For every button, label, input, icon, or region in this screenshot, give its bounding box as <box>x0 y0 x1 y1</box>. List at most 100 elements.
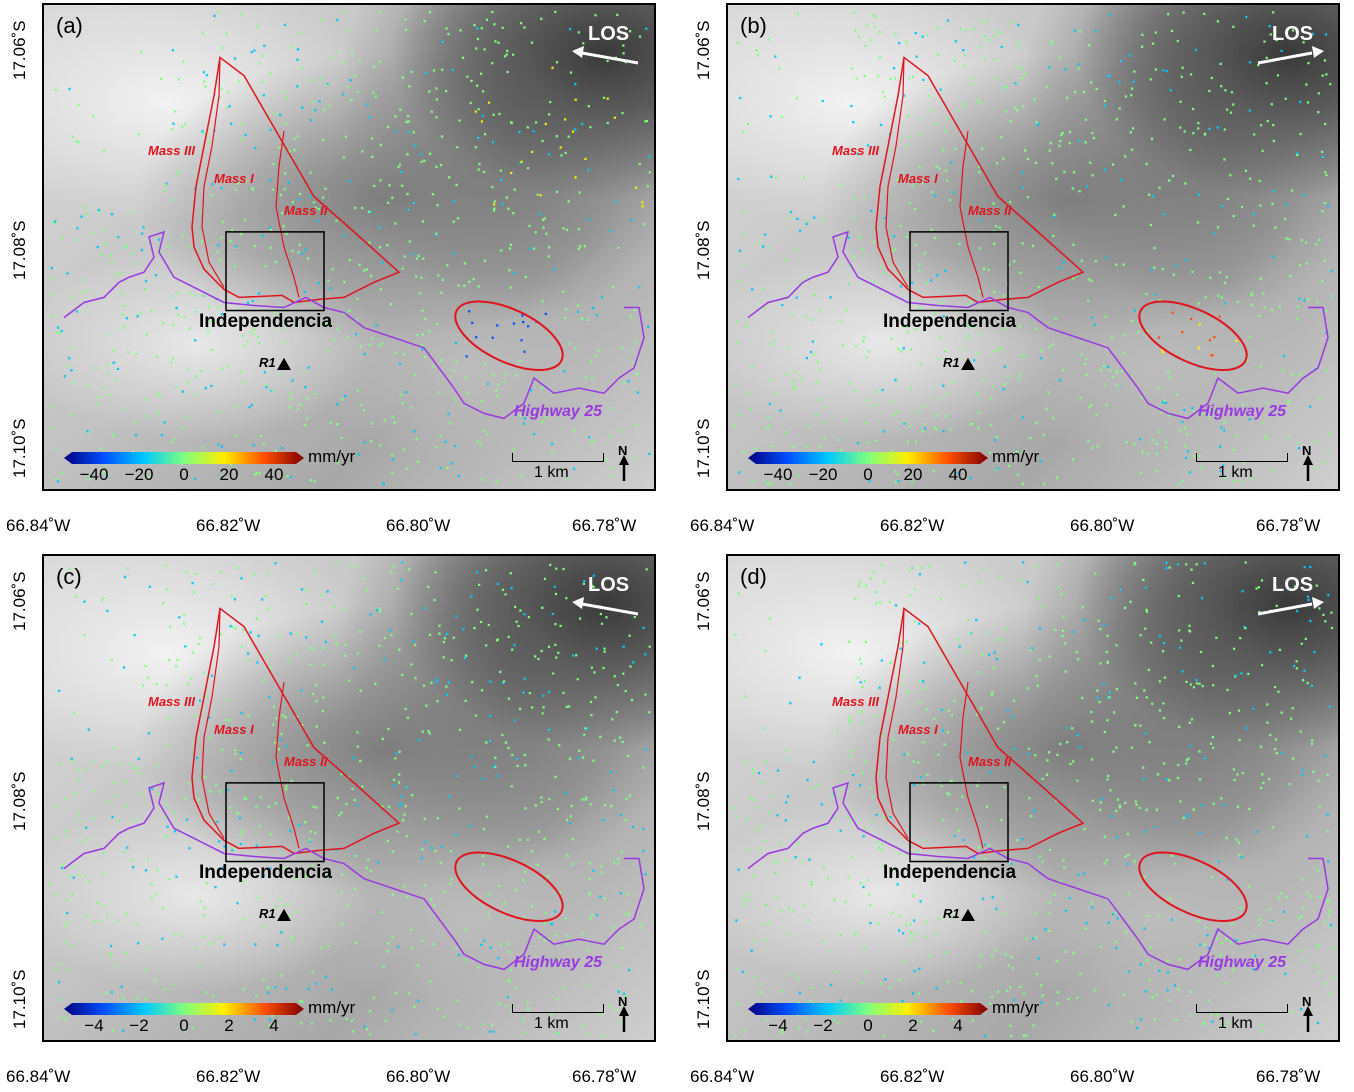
deformation-point <box>191 651 194 654</box>
deformation-point <box>1081 606 1084 609</box>
colorbar-gradient <box>748 452 988 464</box>
deformation-point <box>1292 665 1296 668</box>
deformation-point <box>233 265 236 268</box>
deformation-point <box>183 622 186 626</box>
deformation-point <box>100 253 104 256</box>
deformation-point <box>198 699 202 702</box>
deformation-point <box>907 569 911 572</box>
deformation-point <box>477 966 480 969</box>
deformation-point <box>613 739 616 742</box>
deformation-point <box>997 727 1000 730</box>
deformation-point <box>1326 813 1329 816</box>
deformation-point <box>1003 785 1006 789</box>
colorbar: mm/yr −4 −2 0 2 4 <box>748 998 1078 1039</box>
deformation-point <box>322 138 325 141</box>
deformation-point <box>368 1010 371 1013</box>
deformation-point <box>1305 262 1308 265</box>
deformation-point <box>866 399 869 402</box>
deformation-point <box>891 911 894 914</box>
deformation-point <box>1163 213 1166 216</box>
deformation-point <box>1303 566 1306 569</box>
deformation-point <box>1310 743 1314 746</box>
deformation-point <box>208 736 211 739</box>
deformation-point <box>1137 330 1140 334</box>
deformation-point <box>279 374 282 377</box>
deformation-point <box>269 246 272 249</box>
deformation-point <box>224 719 227 722</box>
deformation-point <box>1284 97 1287 100</box>
deformation-point <box>468 310 471 313</box>
deformation-point <box>188 245 191 248</box>
deformation-point <box>1246 359 1249 362</box>
deformation-point <box>274 111 277 115</box>
deformation-point <box>443 890 446 893</box>
scale-line <box>512 1004 604 1013</box>
deformation-point <box>764 839 767 843</box>
deformation-point <box>379 143 382 146</box>
deformation-point <box>1118 804 1121 807</box>
deformation-point <box>509 286 512 289</box>
deformation-point <box>386 839 389 843</box>
deformation-point <box>102 764 105 768</box>
deformation-point <box>452 252 455 255</box>
deformation-point <box>1039 357 1042 360</box>
deformation-point <box>489 893 492 896</box>
deformation-point <box>797 1001 800 1004</box>
deformation-point <box>894 604 898 607</box>
deformation-point <box>60 329 63 333</box>
deformation-point <box>458 807 461 810</box>
deformation-point <box>1270 103 1273 106</box>
deformation-point <box>92 115 95 118</box>
deformation-point <box>386 244 389 247</box>
deformation-point <box>110 213 114 216</box>
deformation-point <box>146 857 149 861</box>
deformation-point <box>1300 1007 1303 1011</box>
deformation-point <box>788 483 791 486</box>
deformation-point <box>926 708 929 711</box>
deformation-point <box>85 915 88 918</box>
colorbar-tick: 40 <box>948 465 968 484</box>
deformation-point <box>957 110 960 113</box>
mass-iii-label: Mass III <box>832 143 879 158</box>
deformation-point <box>203 80 206 83</box>
deformation-point <box>606 59 609 63</box>
deformation-point <box>980 567 983 570</box>
deformation-point <box>1035 911 1038 915</box>
deformation-point <box>133 422 136 425</box>
deformation-point <box>953 59 956 63</box>
deformation-point <box>1096 445 1099 448</box>
deformation-point <box>1291 189 1294 192</box>
deformation-point <box>1192 686 1195 689</box>
deformation-point <box>92 231 95 234</box>
deformation-point <box>1208 339 1212 342</box>
deformation-point <box>1220 85 1223 88</box>
deformation-point <box>984 843 987 846</box>
deformation-point <box>856 442 859 445</box>
deformation-point <box>742 902 745 906</box>
deformation-point <box>574 98 577 101</box>
deformation-point <box>66 272 69 275</box>
deformation-point <box>1181 670 1184 673</box>
deformation-point <box>487 913 490 916</box>
deformation-point <box>220 87 223 90</box>
deformation-point <box>315 684 318 687</box>
deformation-point <box>1317 92 1320 95</box>
deformation-point <box>102 873 105 876</box>
deformation-point <box>1059 140 1062 143</box>
deformation-point <box>225 32 228 35</box>
deformation-point <box>1315 243 1318 246</box>
deformation-point <box>242 629 245 632</box>
deformation-point <box>228 105 231 108</box>
deformation-point <box>456 217 460 220</box>
deformation-point <box>953 381 956 384</box>
deformation-point <box>1185 680 1188 684</box>
deformation-point <box>1059 56 1062 59</box>
deformation-point <box>837 1021 840 1024</box>
deformation-point <box>216 820 219 823</box>
deformation-point <box>440 164 443 167</box>
deformation-point <box>54 220 57 223</box>
deformation-point <box>606 121 609 125</box>
deformation-point <box>615 710 618 714</box>
deformation-point <box>311 864 314 867</box>
deformation-point <box>1152 195 1155 198</box>
